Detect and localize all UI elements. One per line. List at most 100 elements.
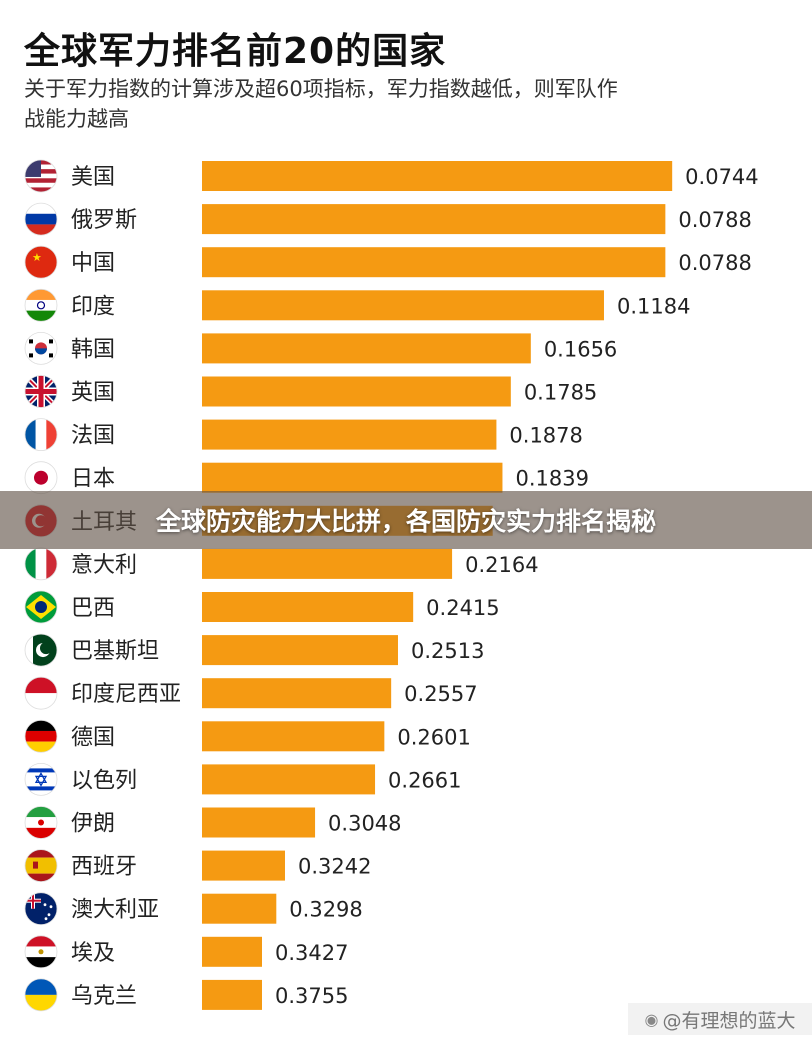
- spain-flag-icon: [24, 849, 58, 882]
- israel-flag-icon: [24, 763, 58, 796]
- bar-row: 印度 0.1184: [24, 288, 690, 322]
- value-label: 0.2513: [411, 639, 484, 663]
- bar-row: 英国 0.1785: [24, 375, 597, 408]
- bar: [202, 333, 531, 364]
- ukraine-flag-icon: [24, 978, 58, 1012]
- bar: [202, 807, 316, 838]
- value-label: 0.1184: [617, 294, 690, 318]
- egypt-flag-icon: [24, 935, 58, 969]
- watermark: ◉ @有理想的蓝大: [628, 1003, 812, 1035]
- value-label: 0.1878: [509, 424, 582, 448]
- value-label: 0.0788: [678, 251, 751, 275]
- us-flag-icon: [24, 159, 58, 193]
- bar-row: 乌克兰 0.3755: [24, 978, 348, 1012]
- bar-row: 韩国 0.1656: [24, 331, 617, 365]
- pakistan-flag-icon: [24, 633, 58, 667]
- value-label: 0.1785: [524, 381, 597, 405]
- bar: [202, 678, 392, 709]
- value-label: 0.3242: [298, 855, 371, 879]
- value-label: 0.3048: [328, 812, 401, 836]
- bar-row: 法国 0.1878: [24, 418, 583, 452]
- russia-flag-icon: [24, 202, 58, 236]
- bar-row: 埃及 0.3427: [24, 935, 348, 969]
- bar-row: 以色列 0.2661: [24, 763, 462, 796]
- bar: [202, 247, 666, 278]
- bar-row: 西班牙 0.3242: [24, 849, 371, 882]
- brazil-flag-icon: [24, 590, 58, 624]
- bar: [202, 376, 511, 407]
- bar-row: 巴基斯坦 0.2513: [24, 633, 484, 667]
- category-label: 埃及: [71, 941, 115, 966]
- category-label: 澳大利亚: [71, 898, 159, 923]
- value-label: 0.0788: [678, 208, 751, 232]
- bar-row: 巴西 0.2415: [24, 590, 500, 624]
- korea-flag-icon: [24, 331, 58, 365]
- bar: [202, 936, 262, 967]
- watermark-text: @有理想的蓝大: [662, 1009, 796, 1032]
- value-label: 0.3427: [275, 941, 348, 965]
- value-label: 0.2164: [465, 553, 538, 577]
- chart-title: 全球军力排名前20的国家: [24, 31, 447, 72]
- value-label: 0.2415: [426, 596, 499, 620]
- japan-flag-icon: [24, 461, 58, 495]
- value-label: 0.3755: [275, 984, 348, 1008]
- category-label: 西班牙: [71, 855, 137, 880]
- france-flag-icon: [24, 418, 58, 452]
- australia-flag-icon: [24, 892, 58, 926]
- category-label: 中国: [71, 251, 115, 276]
- value-label: 0.1839: [515, 467, 588, 491]
- bar: [202, 635, 398, 666]
- category-label: 法国: [71, 424, 115, 449]
- bar: [202, 204, 666, 235]
- category-label: 美国: [71, 165, 115, 190]
- bar: [202, 893, 277, 924]
- bar: [202, 290, 604, 321]
- category-label: 以色列: [71, 768, 137, 793]
- category-label: 巴西: [71, 596, 115, 621]
- bar-row: 俄罗斯 0.0788: [24, 202, 752, 236]
- bar-row: 澳大利亚 0.3298: [24, 892, 363, 926]
- bar-row: 美国 0.0744: [24, 159, 759, 193]
- banner-text: 全球防灾能力大比拼，各国防灾实力排名揭秘: [155, 507, 656, 536]
- bar-row: 伊朗 0.3048: [24, 806, 402, 839]
- india-flag-icon: [24, 288, 58, 322]
- bar-row: 日本 0.1839: [24, 461, 589, 495]
- svg-text:★: ★: [32, 251, 42, 264]
- category-label: 乌克兰: [71, 984, 137, 1009]
- bar-row: 德国 0.2601: [24, 719, 471, 753]
- bar: [202, 462, 503, 493]
- headline-banner: 全球防灾能力大比拼，各国防灾实力排名揭秘: [0, 491, 812, 549]
- weibo-icon: ◉: [644, 1009, 659, 1029]
- bar-row: 意大利 0.2164: [24, 547, 539, 581]
- bar: [202, 764, 376, 795]
- value-label: 0.3298: [289, 898, 362, 922]
- bar-row: ★ 中国 0.0788: [24, 245, 752, 279]
- value-label: 0.0744: [685, 165, 758, 189]
- chart-subtitle: 关于军力指数的计算涉及超60项指标，军力指数越低，则军队作战能力越高: [24, 77, 618, 131]
- category-label: 印度尼西亚: [71, 682, 181, 707]
- bar: [202, 850, 285, 881]
- category-label: 日本: [71, 467, 115, 492]
- iran-flag-icon: [24, 806, 58, 839]
- category-label: 巴基斯坦: [71, 639, 159, 664]
- uk-flag-icon: [24, 375, 58, 408]
- bar: [202, 548, 453, 579]
- category-label: 德国: [71, 725, 115, 750]
- value-label: 0.2661: [388, 768, 461, 792]
- bar: [202, 592, 414, 622]
- bar: [202, 419, 497, 450]
- category-label: 英国: [71, 381, 115, 406]
- category-label: 韩国: [71, 337, 115, 362]
- bar: [202, 161, 673, 191]
- indonesia-flag-icon: [24, 676, 58, 710]
- category-label: 意大利: [71, 553, 137, 578]
- china-flag-icon: ★: [24, 245, 58, 279]
- category-label: 俄罗斯: [71, 208, 137, 233]
- category-label: 印度: [71, 294, 115, 319]
- value-label: 0.1656: [544, 337, 617, 361]
- italy-flag-icon: [24, 547, 58, 581]
- bar-row: 印度尼西亚 0.2557: [24, 676, 478, 710]
- bar: [202, 721, 385, 752]
- bar: [202, 979, 262, 1010]
